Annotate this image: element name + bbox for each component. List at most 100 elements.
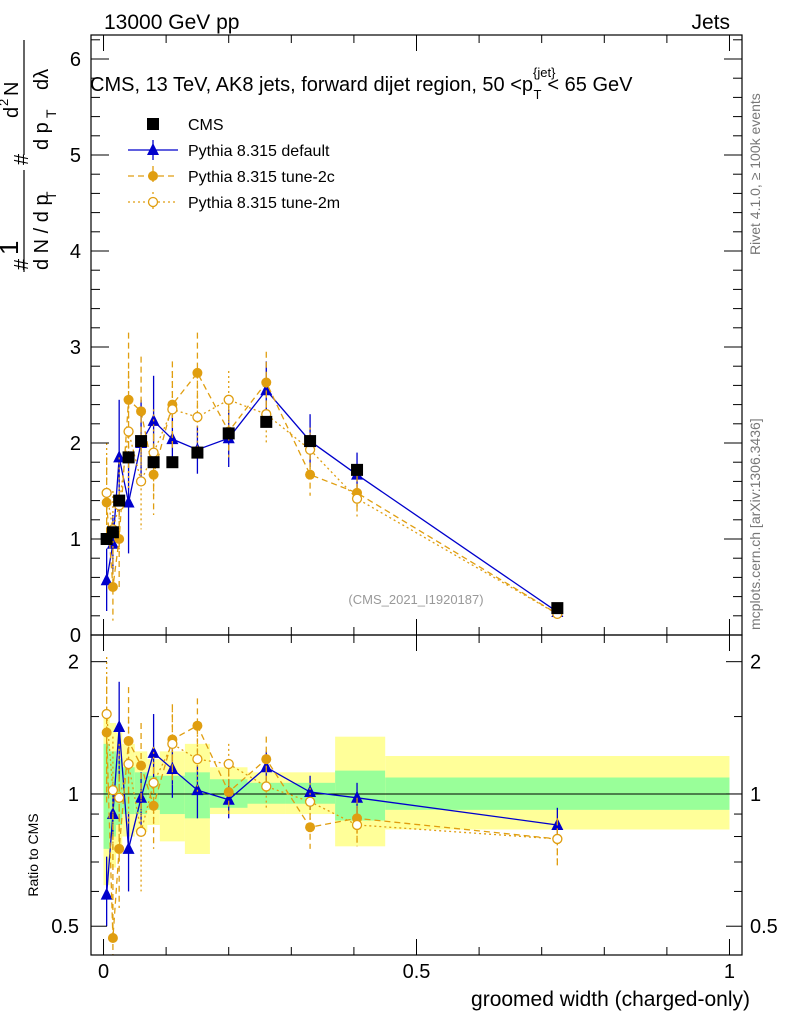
main-ytick-label: 2 bbox=[70, 433, 81, 455]
main-ytick-label: 0 bbox=[70, 625, 81, 647]
ratio-point-pythia-8-315-tune-2m bbox=[135, 826, 147, 837]
ratio-point-pythia-8-315-tune-2c bbox=[114, 843, 125, 854]
ratio-point-pythia-8-315-tune-2c bbox=[192, 720, 203, 731]
main-point-pythia-8-315-tune-2m bbox=[223, 394, 234, 405]
header-left: 13000 GeV pp bbox=[104, 11, 239, 34]
ratio-point-pythia-8-315-tune-2m bbox=[223, 758, 234, 770]
ratio-point-pythia-8-315-tune-2m bbox=[107, 785, 119, 796]
ratio-point-pythia-8-315-tune-2m bbox=[304, 796, 316, 807]
mcplots-label: mcplots.cern.ch [arXiv:1306.3436] bbox=[747, 418, 763, 630]
main-point-pythia-8-315-default bbox=[166, 432, 179, 445]
ratio-point-pythia-8-315-tune-2m bbox=[167, 738, 178, 750]
header-right: Jets bbox=[691, 11, 730, 34]
main-ytick-label: 5 bbox=[70, 145, 81, 167]
legend-label: Pythia 8.315 tune-2c bbox=[188, 169, 335, 186]
ratio-ytick-label-right: 0.5 bbox=[750, 916, 778, 938]
ratio-point-pythia-8-315-tune-2c bbox=[148, 800, 159, 811]
main-point-cms bbox=[551, 602, 564, 615]
xtick-label: 0.5 bbox=[403, 961, 431, 983]
ratio-ytick-label: 1 bbox=[68, 784, 79, 806]
main-point-cms bbox=[135, 435, 148, 448]
ratio-ytick-label-right: 2 bbox=[750, 652, 761, 674]
xtick-label: 0 bbox=[98, 961, 109, 983]
main-point-pythia-8-315-tune-2m bbox=[192, 411, 203, 423]
main-point-cms bbox=[122, 451, 135, 464]
ratio-point-pythia-8-315-tune-2m bbox=[101, 708, 112, 720]
svg-text:d N / d p: d N / d p bbox=[31, 194, 53, 270]
main-point-pythia-8-315-tune-2m bbox=[123, 426, 134, 437]
main-point-pythia-8-315-tune-2m bbox=[101, 487, 112, 499]
ratio-point-pythia-8-315-tune-2c bbox=[305, 822, 316, 833]
main-point-cms bbox=[147, 456, 160, 469]
ratio-point-pythia-8-315-tune-2m bbox=[552, 833, 563, 845]
main-line-pythia-8-315-default bbox=[106, 389, 558, 613]
ratio-point-pythia-8-315-tune-2m bbox=[148, 777, 159, 788]
ratio-ylabel: Ratio to CMS bbox=[25, 813, 41, 896]
svg-text:N: N bbox=[1, 82, 23, 96]
band-inner bbox=[103, 743, 110, 849]
main-point-pythia-8-315-tune-2c bbox=[305, 469, 316, 480]
svg-text:#: # bbox=[11, 153, 33, 165]
main-point-pythia-8-315-tune-2c bbox=[107, 582, 118, 592]
main-point-pythia-8-315-tune-2c bbox=[123, 394, 134, 405]
main-point-cms bbox=[106, 526, 119, 539]
legend-marker bbox=[147, 196, 159, 208]
main-ytick-label: 4 bbox=[70, 241, 81, 263]
ratio-ytick-label: 0.5 bbox=[51, 916, 79, 938]
ratio-point-pythia-8-315-default bbox=[222, 792, 235, 805]
axes: 0 1 2 3 4 5 6 0 0.5 1 0.5 0.5 1 1 2 2 bbox=[51, 34, 778, 983]
ratio-point-pythia-8-315-default bbox=[100, 887, 113, 900]
svg-text:T: T bbox=[43, 191, 59, 200]
ratio-point-pythia-8-315-default bbox=[191, 783, 204, 796]
svg-text:2: 2 bbox=[0, 99, 11, 106]
main-ytick-label: 1 bbox=[70, 529, 81, 551]
ratio-point-pythia-8-315-default bbox=[351, 790, 364, 803]
ratio-point-pythia-8-315-default bbox=[304, 785, 317, 798]
main-panel bbox=[100, 332, 564, 621]
rivet-label: Rivet 4.1.0, ≥ 100k events bbox=[747, 93, 763, 255]
ratio-point-pythia-8-315-tune-2m bbox=[192, 754, 203, 765]
analysis-id: (CMS_2021_I1920187) bbox=[348, 592, 483, 607]
legend-marker bbox=[148, 171, 158, 181]
main-ylabel: # 1 d N / d p T # d 2 N d p T dλ bbox=[0, 40, 59, 272]
ratio-point-pythia-8-315-default bbox=[122, 841, 135, 854]
legend-marker bbox=[147, 143, 159, 155]
ratio-point-pythia-8-315-default bbox=[113, 720, 126, 733]
main-point-cms bbox=[166, 456, 179, 469]
main-point-pythia-8-315-default bbox=[113, 450, 126, 463]
ratio-point-pythia-8-315-tune-2c bbox=[261, 754, 272, 765]
ratio-panel bbox=[91, 656, 742, 955]
svg-text:T: T bbox=[43, 109, 59, 118]
ratio-point-pythia-8-315-tune-2c bbox=[223, 787, 234, 798]
ratio-point-pythia-8-315-tune-2m bbox=[261, 781, 272, 792]
main-point-pythia-8-315-tune-2c bbox=[261, 377, 272, 388]
ratio-point-pythia-8-315-tune-2m bbox=[123, 758, 134, 770]
xtick-label: 1 bbox=[724, 961, 735, 983]
x-axis-label: groomed width (charged-only) bbox=[471, 988, 750, 1011]
main-point-pythia-8-315-tune-2c bbox=[101, 497, 112, 508]
main-point-pythia-8-315-tune-2m bbox=[167, 404, 178, 415]
legend-marker bbox=[147, 118, 159, 130]
svg-text:1: 1 bbox=[0, 241, 24, 255]
main-point-cms bbox=[113, 494, 126, 507]
ratio-point-pythia-8-315-tune-2c bbox=[107, 933, 118, 944]
svg-text:dλ: dλ bbox=[31, 69, 53, 90]
main-point-cms bbox=[351, 463, 364, 476]
main-point-pythia-8-315-tune-2c bbox=[192, 367, 203, 378]
main-point-cms bbox=[222, 427, 235, 440]
main-ytick-label: 6 bbox=[70, 49, 81, 71]
main-point-pythia-8-315-tune-2m bbox=[148, 447, 159, 458]
legend-label: Pythia 8.315 tune-2m bbox=[188, 195, 340, 212]
svg-text:d: d bbox=[1, 107, 23, 118]
main-point-pythia-8-315-tune-2m bbox=[351, 493, 363, 504]
main-point-pythia-8-315-default bbox=[122, 495, 135, 508]
ratio-point-pythia-8-315-tune-2m bbox=[114, 792, 125, 803]
legend: CMS Pythia 8.315 default Pythia 8.315 tune… bbox=[128, 117, 340, 212]
main-point-pythia-8-315-default bbox=[260, 383, 273, 396]
main-point-pythia-8-315-tune-2c bbox=[136, 406, 147, 417]
band-inner bbox=[116, 759, 123, 825]
ratio-point-pythia-8-315-tune-2c bbox=[136, 760, 147, 771]
main-point-cms bbox=[304, 435, 317, 448]
main-ytick-label: 3 bbox=[70, 337, 81, 359]
